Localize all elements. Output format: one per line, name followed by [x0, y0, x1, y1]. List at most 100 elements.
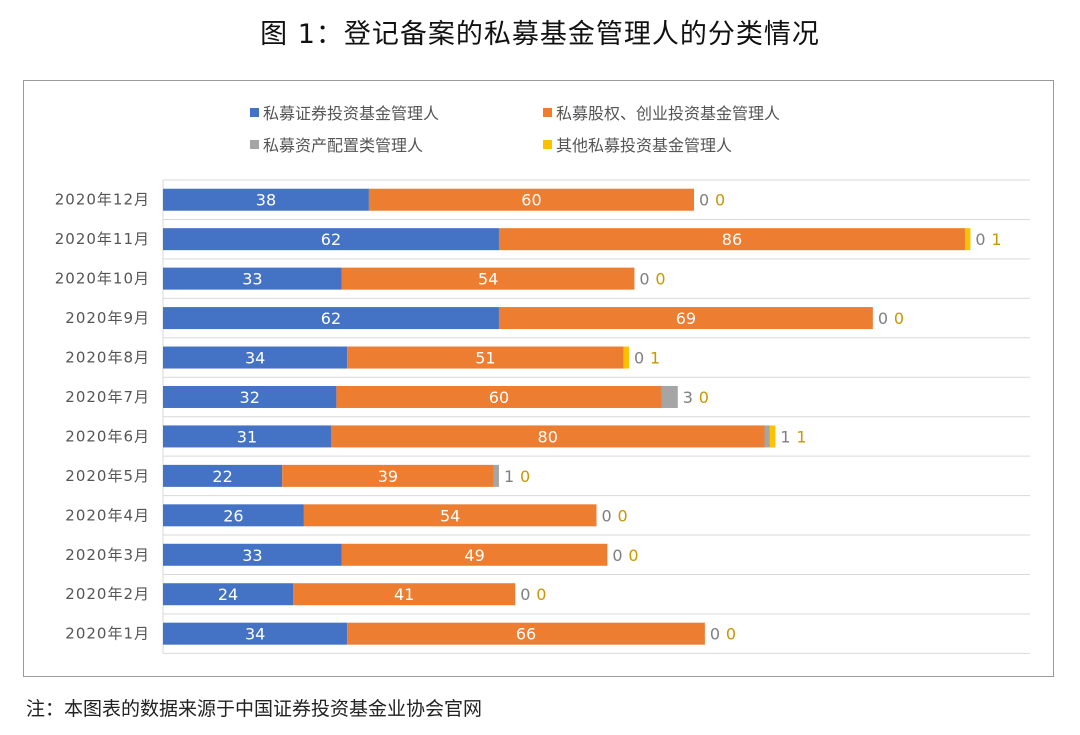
data-label: 1 [796, 427, 806, 446]
y-tick-label: 2020年9月 [65, 309, 150, 327]
bar-segment [163, 228, 499, 251]
data-label: 26 [223, 506, 243, 525]
chart-frame [23, 80, 1054, 677]
data-label: 1 [991, 230, 1001, 249]
legend-item-other: 其他私募投资基金管理人 [543, 132, 732, 156]
bar-segment [163, 504, 304, 527]
data-label: 1 [650, 349, 660, 368]
bar-segment [163, 346, 348, 369]
data-label: 60 [521, 191, 541, 210]
bar-segment [368, 188, 695, 211]
source-note: 注：本图表的数据来源于中国证券投资基金业协会官网 [26, 698, 483, 720]
bar-segment [163, 583, 294, 606]
bar-segment [163, 543, 342, 566]
y-tick-label: 2020年8月 [65, 349, 150, 367]
data-label: 49 [464, 546, 484, 565]
data-label: 62 [321, 309, 341, 328]
bar-segment [661, 385, 678, 408]
legend-swatch [250, 139, 259, 149]
legend-swatch [543, 139, 552, 149]
bar-segment [623, 346, 630, 369]
data-label: 0 [710, 625, 720, 644]
legend-label: 私募股权、创业投资基金管理人 [556, 104, 781, 123]
data-label: 66 [516, 625, 536, 644]
data-label: 54 [478, 270, 498, 289]
bar-segment [163, 267, 342, 290]
bar-segment [330, 425, 765, 448]
data-label: 0 [628, 546, 638, 565]
bar-segment [163, 385, 337, 408]
data-label: 24 [218, 585, 238, 604]
data-label: 31 [237, 427, 257, 446]
y-tick-label: 2020年11月 [55, 230, 150, 248]
bar-segment [163, 307, 499, 330]
data-label: 41 [394, 585, 414, 604]
bar-segment [303, 504, 597, 527]
data-label: 1 [780, 427, 790, 446]
bar-segment [347, 346, 624, 369]
y-tick-label: 2020年4月 [65, 506, 150, 524]
bar-segment [163, 622, 348, 645]
y-tick-label: 2020年3月 [65, 546, 150, 564]
bar-segment [163, 464, 283, 487]
bar-segment [163, 188, 369, 211]
y-tick-label: 2020年7月 [65, 388, 150, 406]
bar-segment [293, 583, 516, 606]
data-label: 0 [726, 625, 736, 644]
data-label: 0 [618, 506, 628, 525]
data-label: 0 [639, 270, 649, 289]
bar-segment [282, 464, 494, 487]
data-label: 60 [489, 388, 509, 407]
data-label: 34 [245, 625, 265, 644]
bar-segment [769, 425, 776, 448]
bar-segment [336, 385, 662, 408]
bar-segment [341, 267, 635, 290]
y-tick-label: 2020年5月 [65, 467, 150, 485]
data-label: 69 [676, 309, 696, 328]
bar-segment [341, 543, 608, 566]
data-label: 0 [602, 506, 612, 525]
y-tick-label: 2020年12月 [55, 191, 150, 209]
legend-label: 私募资产配置类管理人 [263, 136, 424, 155]
bar-segment [964, 228, 971, 251]
data-label: 0 [520, 585, 530, 604]
legend-label: 其他私募投资基金管理人 [556, 136, 733, 155]
data-label: 34 [245, 349, 265, 368]
data-label: 38 [256, 191, 276, 210]
data-label: 0 [634, 349, 644, 368]
data-label: 0 [699, 388, 709, 407]
bar-segment [498, 307, 873, 330]
y-tick-label: 2020年2月 [65, 585, 150, 603]
legend-label: 私募证券投资基金管理人 [263, 104, 440, 123]
legend-swatch [543, 107, 552, 117]
bar-segment [347, 622, 705, 645]
y-tick-label: 2020年10月 [55, 270, 150, 288]
data-label: 22 [212, 467, 232, 486]
data-label: 62 [321, 230, 341, 249]
data-label: 0 [715, 191, 725, 210]
legend-item-securities: 私募证券投资基金管理人 [250, 100, 439, 124]
data-label: 3 [683, 388, 693, 407]
data-label: 0 [655, 270, 665, 289]
legend-item-equity-vc: 私募股权、创业投资基金管理人 [543, 100, 780, 124]
bar-segment [493, 464, 499, 487]
data-label: 0 [520, 467, 530, 486]
bar-segment [498, 228, 965, 251]
chart-title: 图 1：登记备案的私募基金管理人的分类情况 [260, 19, 820, 50]
data-label: 39 [378, 467, 398, 486]
data-label: 1 [504, 467, 514, 486]
data-label: 51 [475, 349, 495, 368]
data-label: 33 [242, 270, 262, 289]
legend-item-asset-allocation: 私募资产配置类管理人 [250, 132, 423, 156]
y-tick-label: 2020年6月 [65, 427, 150, 445]
data-label: 0 [536, 585, 546, 604]
data-label: 0 [878, 309, 888, 328]
data-label: 0 [894, 309, 904, 328]
data-label: 0 [699, 191, 709, 210]
data-label: 54 [440, 506, 460, 525]
data-label: 33 [242, 546, 262, 565]
bar-segment [764, 425, 770, 448]
data-label: 0 [975, 230, 985, 249]
legend-swatch [250, 107, 259, 117]
